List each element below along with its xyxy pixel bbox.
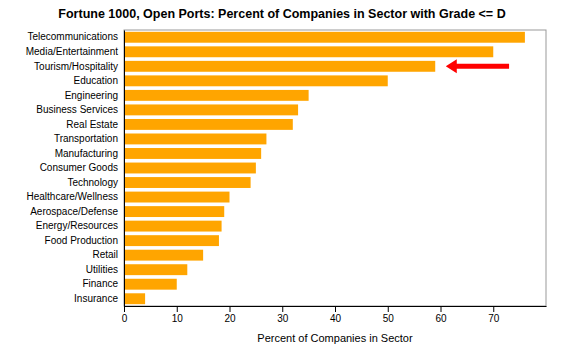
x-tick: 10	[172, 306, 184, 324]
y-tick-label: Finance	[82, 278, 118, 289]
y-tick: Media/Entertainment	[26, 46, 118, 57]
x-tick-label: 60	[435, 313, 447, 324]
y-tick-label: Food Production	[45, 235, 118, 246]
y-tick: Food Production	[45, 235, 118, 246]
bar	[124, 177, 251, 188]
bar	[124, 235, 219, 246]
bar	[124, 46, 493, 57]
chart-title: Fortune 1000, Open Ports: Percent of Com…	[58, 7, 505, 21]
y-axis: Telecommunications Media/Entertainment Tou…	[26, 31, 125, 307]
x-axis-title: Percent of Companies in Sector	[257, 332, 413, 344]
bar	[124, 134, 266, 145]
x-tick-label: 50	[383, 313, 395, 324]
y-tick-label: Utilities	[86, 264, 118, 275]
y-tick: Education	[74, 75, 118, 86]
x-tick-mark	[441, 306, 442, 312]
bar	[124, 264, 187, 275]
y-tick-label: Tourism/Hospitality	[34, 61, 118, 72]
x-tick-mark	[177, 306, 178, 312]
x-tick-label: 10	[172, 313, 184, 324]
y-tick: Consumer Goods	[40, 162, 118, 173]
y-tick-label: Transportation	[54, 133, 118, 144]
bar	[124, 163, 256, 174]
x-tick: 20	[224, 306, 236, 324]
y-tick-label: Manufacturing	[55, 148, 118, 159]
y-tick-label: Media/Entertainment	[26, 46, 118, 57]
marks	[124, 32, 525, 304]
y-tick-label: Technology	[67, 177, 118, 188]
y-tick: Energy/Resources	[36, 220, 118, 231]
chart: 0 10 20 30 40 50 60 70 Telecommunications Media/E…	[0, 0, 564, 350]
bar	[124, 250, 203, 261]
x-axis: 0 10 20 30 40 50 60 70	[122, 306, 547, 324]
x-tick-mark	[230, 306, 231, 312]
x-tick-label: 70	[488, 313, 500, 324]
x-tick-mark	[388, 306, 389, 312]
x-tick-mark	[493, 306, 494, 312]
y-tick-label: Retail	[92, 249, 118, 260]
y-tick: Healthcare/Wellness	[26, 191, 118, 202]
y-tick-label: Real Estate	[66, 119, 118, 130]
chart-container: 0 10 20 30 40 50 60 70 Telecommunications Media/E…	[0, 0, 564, 350]
x-tick: 0	[122, 306, 128, 324]
y-tick: Business Services	[36, 104, 118, 115]
bar	[124, 192, 230, 203]
x-tick-label: 20	[224, 313, 236, 324]
bar	[124, 293, 145, 304]
x-tick: 70	[488, 306, 500, 324]
y-axis-line	[124, 31, 125, 307]
y-tick-label: Aerospace/Defense	[30, 206, 118, 217]
y-tick-label: Insurance	[74, 293, 118, 304]
plot-frame	[124, 30, 546, 306]
bar	[124, 75, 388, 86]
bar	[124, 61, 435, 72]
y-tick: Transportation	[54, 133, 118, 144]
x-tick: 60	[435, 306, 447, 324]
y-tick: Telecommunications	[27, 31, 118, 42]
y-tick: Real Estate	[66, 119, 118, 130]
y-tick-label: Telecommunications	[27, 31, 118, 42]
x-tick: 30	[277, 306, 289, 324]
y-tick: Utilities	[86, 264, 118, 275]
bar	[124, 104, 298, 115]
y-tick-label: Energy/Resources	[36, 220, 118, 231]
x-tick-label: 40	[330, 313, 342, 324]
bar	[124, 90, 309, 101]
bar	[124, 221, 222, 232]
x-tick-label: 0	[122, 313, 128, 324]
x-tick-label: 30	[277, 313, 289, 324]
y-tick: Tourism/Hospitality	[34, 61, 118, 72]
x-tick-mark	[282, 306, 283, 312]
y-tick: Technology	[67, 177, 118, 188]
annotation-arrow	[446, 59, 509, 73]
bar	[124, 119, 293, 130]
y-tick-label: Healthcare/Wellness	[26, 191, 118, 202]
bar	[124, 148, 261, 159]
y-tick: Insurance	[74, 293, 118, 304]
y-tick: Retail	[92, 249, 118, 260]
y-tick: Engineering	[65, 90, 118, 101]
y-tick: Manufacturing	[55, 148, 118, 159]
plot-area: 0 10 20 30 40 50 60 70 Telecommunications Media/E…	[26, 30, 547, 324]
x-tick-mark	[335, 306, 336, 312]
y-tick-label: Consumer Goods	[40, 162, 118, 173]
x-tick: 40	[330, 306, 342, 324]
y-tick: Aerospace/Defense	[30, 206, 118, 217]
y-tick-label: Engineering	[65, 90, 118, 101]
y-tick-label: Business Services	[36, 104, 118, 115]
bar	[124, 279, 177, 290]
x-tick-mark	[124, 306, 125, 312]
y-tick: Finance	[82, 278, 118, 289]
bar	[124, 32, 525, 43]
bar	[124, 206, 224, 217]
x-tick: 50	[383, 306, 395, 324]
y-tick-label: Education	[74, 75, 118, 86]
